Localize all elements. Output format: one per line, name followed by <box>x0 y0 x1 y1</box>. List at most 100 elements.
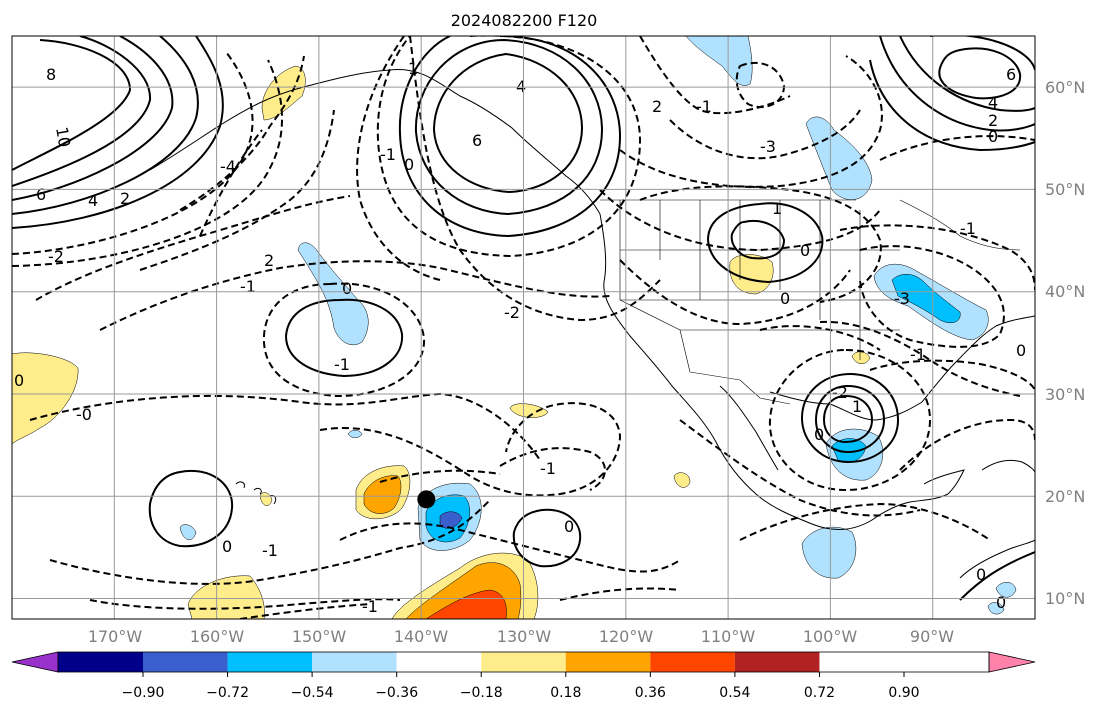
contour-label: 1 <box>408 59 418 78</box>
contour-label: 1 <box>852 397 862 416</box>
contour-label: 0 <box>800 241 810 260</box>
lon-tick-label: 170°W <box>88 627 143 646</box>
colorbar-extend-max <box>988 651 1036 673</box>
shaded-anomalies <box>12 36 1017 619</box>
contour-label: 6 <box>36 185 46 204</box>
contour-label: 0 <box>1016 341 1026 360</box>
colorbar-box <box>143 652 228 672</box>
colorbar-box <box>227 652 313 672</box>
lon-tick-label: 130°W <box>497 627 552 646</box>
contour-labels: 8 10 6 4 2 -2 -4 -1 2 -1 0 1 4 6 0 -1 -2… <box>14 59 1026 616</box>
contour-label: 0 <box>996 593 1006 612</box>
colorbar-box <box>565 652 651 672</box>
contour-label: -1 <box>696 97 712 116</box>
lon-tick-label: 150°W <box>292 627 347 646</box>
colorbar-tick-labels: −0.90 −0.72 −0.54 −0.36 −0.18 0.18 0.36 0.54 0.7… <box>122 672 920 701</box>
contour-label: -1 <box>240 277 256 296</box>
coastlines <box>149 68 1035 579</box>
lat-tick-label: 50°N <box>1045 180 1085 199</box>
lon-tick-label: 90°W <box>910 627 954 646</box>
contour-label: 4 <box>516 77 526 96</box>
contour-label: 0 <box>988 127 998 146</box>
shade-mexico-blue <box>801 526 857 579</box>
contour-label: 4 <box>88 191 98 210</box>
colorbar-box <box>734 652 820 672</box>
storm-center-marker <box>417 490 436 509</box>
colorbar-tick-label: −0.36 <box>375 685 418 701</box>
contour-label: -2 <box>48 247 64 266</box>
colorbar-tick-label: −0.54 <box>291 685 334 701</box>
colorbar-box <box>650 652 735 672</box>
colorbar-tick-label: 0.72 <box>804 685 835 701</box>
figure-title: 2024082200 F120 <box>451 11 598 30</box>
shade-orange-south-red <box>425 589 507 619</box>
shade-pacific-west-yellow <box>12 352 79 445</box>
colorbar-boxes <box>58 652 820 672</box>
longitude-tick-labels: 170°W 160°W 150°W 140°W 130°W 120°W 110°… <box>88 627 954 646</box>
map-frame <box>11 35 1036 620</box>
colorbar-extend-min <box>11 651 59 673</box>
contour-label: 8 <box>46 65 56 84</box>
contour-label: -3 <box>894 289 910 308</box>
contour-label: 0 <box>14 371 24 390</box>
contour-label: -1 <box>262 541 278 560</box>
colorbar-box <box>481 652 566 672</box>
contour-label: -1 <box>380 145 396 164</box>
contour-label: 0 <box>342 279 352 298</box>
lon-tick-label: 100°W <box>803 627 858 646</box>
contour-label: 6 <box>1006 65 1016 84</box>
latitude-tick-labels: 10°N 20°N 30°N 40°N 50°N 60°N <box>1045 78 1085 608</box>
graticule <box>12 36 1035 619</box>
colorbar-tick-label: 0.90 <box>888 685 919 701</box>
shade-hudson-blue <box>805 116 873 200</box>
colorbar-tick-label: 0.36 <box>635 685 666 701</box>
colorbar-tick-label: −0.72 <box>206 685 249 701</box>
contour-label: 10 <box>52 125 74 148</box>
contour-label: 2 <box>264 251 274 270</box>
shade-orange-west <box>363 475 402 514</box>
shade-small-yellow-1 <box>509 403 549 418</box>
lat-tick-label: 10°N <box>1045 589 1085 608</box>
contour-label: 0 <box>404 155 414 174</box>
lat-tick-label: 30°N <box>1045 385 1085 404</box>
lat-tick-label: 40°N <box>1045 282 1085 301</box>
colorbar-tick-label: −0.18 <box>460 685 503 701</box>
colorbar-box <box>58 652 143 672</box>
contour-label: -3 <box>760 137 776 156</box>
colorbar-tick-label: −0.90 <box>122 685 165 701</box>
contour-label: -1 <box>960 219 976 238</box>
contour-label: -1 <box>362 597 378 616</box>
contour-lines <box>12 36 1035 619</box>
shade-small-yellow-2 <box>673 472 691 488</box>
contour-label: 0 <box>814 425 824 444</box>
colorbar-tick-label: 0.54 <box>719 685 750 701</box>
contour-label: 0 <box>976 565 986 584</box>
lat-tick-label: 20°N <box>1045 487 1085 506</box>
contour-label: -1 <box>334 355 350 374</box>
shade-blue-strip-north <box>297 242 369 346</box>
lon-tick-label: 160°W <box>190 627 245 646</box>
lon-tick-label: 110°W <box>701 627 756 646</box>
contour-label: -4 <box>220 157 236 176</box>
contour-label: 2 <box>652 97 662 116</box>
lon-tick-label: 120°W <box>599 627 654 646</box>
contour-label: 0 <box>222 537 232 556</box>
contour-label: 6 <box>472 131 482 150</box>
shade-carib-blue <box>995 582 1017 598</box>
lon-tick-label: 140°W <box>394 627 449 646</box>
contour-label: 2 <box>120 189 130 208</box>
contour-label: -2 <box>832 383 848 402</box>
shade-blue-east-dark <box>439 511 463 529</box>
shade-small-blue-1 <box>347 430 363 438</box>
colorbar-box <box>312 652 397 672</box>
contour-label: 0 <box>780 289 790 308</box>
colorbar-tick-label: 0.18 <box>550 685 581 701</box>
contour-label: 4 <box>988 93 998 112</box>
lat-tick-label: 60°N <box>1045 78 1085 97</box>
map-canvas: 8 10 6 4 2 -2 -4 -1 2 -1 0 1 4 6 0 -1 -2… <box>12 36 1035 619</box>
contour-label: 2 <box>988 111 998 130</box>
shade-gulf-yellow <box>851 351 871 364</box>
colorbar: −0.90 −0.72 −0.54 −0.36 −0.18 0.18 0.36 0.54 0.7… <box>11 651 1036 701</box>
shade-greatlakes-mid <box>891 274 961 323</box>
